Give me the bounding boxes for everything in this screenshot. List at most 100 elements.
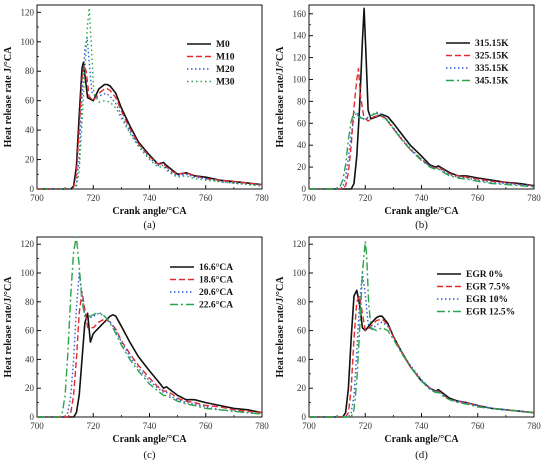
panel-a: 700 720 740 760 780 0 20 40 60 80 100 120 Crank ang… (3, 4, 269, 231)
plot-frame (36, 4, 263, 190)
x-tick-label: 760 (199, 193, 213, 203)
series-line (309, 111, 535, 190)
plot-area: 700 720 740 760 780 0 20 40 60 80 100 120 140 160 (293, 4, 541, 203)
legend-label: EGR 12.5% (466, 308, 515, 318)
y-tick-label: 20 (25, 383, 35, 393)
plot-area: 700 720 740 760 780 0 20 40 60 80 100 120 (293, 236, 541, 431)
legend-label: 325.15K (475, 52, 509, 62)
y-tick-label: 80 (25, 66, 35, 76)
y-tick-label: 0 (302, 184, 307, 194)
y-tick-label: 100 (293, 74, 307, 84)
x-tick-label: 760 (471, 421, 485, 431)
x-tick-label: 720 (87, 193, 101, 203)
y-tick-label: 80 (297, 297, 307, 307)
panel-caption: (b) (415, 219, 428, 231)
x-axis-title: Crank angle/°CA (112, 206, 187, 217)
y-tick-label: 20 (25, 155, 35, 165)
legend-label: M0 (216, 40, 230, 50)
x-tick-label: 740 (143, 421, 157, 431)
panel-b: 700 720 740 760 780 0 20 40 60 80 100 120 140 160 Cra… (275, 4, 541, 231)
series-line (37, 64, 263, 190)
series-line (309, 272, 535, 418)
y-tick-label: 20 (297, 383, 307, 393)
legend-label: 315.15K (475, 39, 509, 49)
panel-c: 700 720 740 760 780 0 20 40 60 80 100 120 Crank ang… (3, 236, 269, 461)
legend: 315.15K 325.15K 335.15K 345.15K (446, 39, 509, 87)
y-tick-label: 0 (302, 412, 307, 422)
y-tick-label: 40 (25, 125, 35, 135)
x-tick-label: 780 (255, 421, 269, 431)
x-tick-label: 760 (199, 421, 213, 431)
legend-label: 18.6°CA (199, 275, 233, 286)
x-tick-label: 700 (30, 193, 44, 203)
plot-frame (308, 236, 535, 418)
y-tick-label: 100 (293, 268, 307, 278)
y-axis-title: Heat release rate J/°CA (3, 46, 14, 147)
plot-area: 700 720 740 760 780 0 20 40 60 80 100 120 (21, 4, 269, 203)
y-tick-label: 40 (297, 354, 307, 364)
y-tick-label: 80 (297, 96, 307, 106)
series-line (309, 111, 535, 190)
legend-label: M30 (216, 78, 235, 88)
legend-label: 16.6°CA (199, 262, 233, 273)
series-line (37, 291, 263, 418)
y-tick-label: 120 (21, 7, 35, 17)
panel-caption: (a) (143, 219, 156, 231)
legend-label: EGR 10% (466, 295, 508, 305)
series-line (309, 67, 535, 190)
x-tick-label: 700 (302, 421, 316, 431)
panel-caption: (c) (143, 449, 156, 461)
series-line (37, 7, 263, 190)
legend-label: M20 (216, 65, 235, 75)
series-line (309, 240, 535, 418)
x-tick-label: 780 (527, 193, 541, 203)
x-tick-label: 700 (30, 421, 44, 431)
y-tick-label: 120 (293, 53, 307, 63)
legend: M0 M10 M20 M30 (187, 40, 235, 88)
y-tick-label: 60 (297, 118, 307, 128)
plot-area: 700 720 740 760 780 0 20 40 60 80 100 120 (21, 236, 269, 431)
x-tick-label: 780 (527, 421, 541, 431)
y-tick-label: 0 (30, 412, 35, 422)
plot-frame (308, 4, 535, 190)
x-axis-title: Crank angle/°CA (112, 434, 187, 445)
series-line (37, 312, 263, 418)
x-axis-title: Crank angle/°CA (384, 206, 459, 217)
y-tick-label: 60 (297, 326, 307, 336)
legend-label: 345.15K (475, 77, 509, 87)
y-tick-label: 60 (25, 96, 35, 106)
series-line (37, 236, 263, 418)
panel-caption: (d) (415, 449, 428, 461)
x-tick-label: 760 (471, 193, 485, 203)
y-axis-title: Heat release rate/J/°CA (3, 276, 14, 378)
y-tick-label: 20 (297, 162, 307, 172)
y-tick-label: 100 (21, 37, 35, 47)
legend-label: EGR 0% (466, 270, 503, 280)
legend: EGR 0% EGR 7.5% EGR 10% EGR 12.5% (437, 270, 515, 318)
y-tick-label: 160 (293, 9, 307, 19)
y-tick-label: 40 (25, 354, 35, 364)
y-tick-label: 40 (297, 140, 307, 150)
y-tick-label: 120 (293, 239, 307, 249)
x-tick-label: 720 (359, 193, 373, 203)
y-tick-label: 120 (21, 239, 35, 249)
x-tick-label: 700 (302, 193, 316, 203)
y-tick-label: 100 (21, 268, 35, 278)
legend-label: 335.15K (475, 64, 509, 74)
y-tick-label: 60 (25, 326, 35, 336)
y-tick-label: 140 (293, 31, 307, 41)
series-line (37, 36, 262, 190)
series-line (309, 7, 535, 190)
series-line (37, 61, 263, 190)
legend-label: 22.6°CA (199, 300, 233, 311)
x-axis-title: Crank angle/°CA (384, 434, 459, 445)
panel-d: 700 720 740 760 780 0 20 40 60 80 100 120 Crank ang… (275, 236, 541, 461)
legend-label: EGR 7.5% (466, 283, 510, 293)
x-tick-label: 740 (143, 193, 157, 203)
legend: 16.6°CA 18.6°CA 20.6°CA 22.6°CA (170, 262, 233, 311)
y-axis-title: Heat release rate/J/°CA (275, 46, 286, 148)
x-tick-label: 780 (255, 193, 269, 203)
y-tick-label: 80 (25, 297, 35, 307)
y-tick-label: 0 (30, 184, 35, 194)
